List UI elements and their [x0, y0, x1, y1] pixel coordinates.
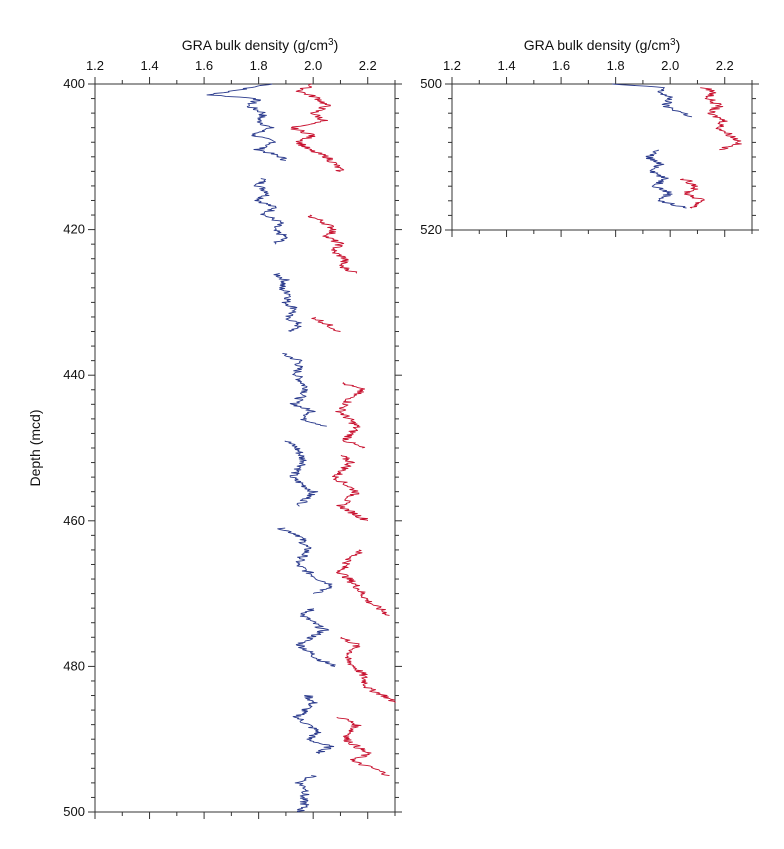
series-0-segment-0	[612, 83, 693, 118]
series-right	[612, 83, 742, 209]
series-0-segment-3	[282, 352, 327, 427]
series-0-segment-6	[295, 608, 336, 667]
panel-left: GRA bulk density (g/cm3) Depth (mcd) 1.2…	[27, 37, 402, 819]
x-tick-label: 1.2	[86, 58, 104, 73]
series-1-segment-1	[680, 178, 705, 209]
series-1-segment-3	[335, 382, 366, 449]
series-1-segment-4	[332, 454, 369, 522]
y-tick-label: 440	[63, 367, 85, 382]
x-tick-label: 1.4	[498, 58, 516, 73]
x-axis-title-right: GRA bulk density (g/cm3)	[524, 37, 681, 54]
y-tick-label: 420	[63, 222, 85, 237]
x-axis-title-left: GRA bulk density (g/cm3)	[182, 37, 339, 54]
x-tick-label: 2.2	[716, 58, 734, 73]
series-1-segment-2	[311, 316, 341, 332]
series-1-segment-0	[290, 83, 345, 172]
ticks-left: 1.2 1.4 1.6 1.8 2.0 2.2 400 420 440 460 480 500	[63, 58, 402, 819]
x-tick-label: 1.4	[141, 58, 159, 73]
x-tick-label: 2.0	[304, 58, 322, 73]
y-tick-label: 460	[63, 513, 85, 528]
x-tick-label: 1.6	[552, 58, 570, 73]
panel-right: GRA bulk density (g/cm3) 1.2 1.4 1.6 1.8 2.0…	[420, 37, 759, 237]
x-tick-label: 1.8	[607, 58, 625, 73]
y-tick-label: 500	[63, 804, 85, 819]
plot-frame-right	[451, 83, 753, 231]
x-tick-label: 2.0	[661, 58, 679, 73]
series-1-segment-1	[307, 214, 358, 274]
x-tick-label: 2.2	[359, 58, 377, 73]
series-0-segment-1	[645, 149, 687, 209]
series-1-segment-5	[336, 549, 390, 616]
series-left	[206, 83, 396, 813]
plot-frame-left	[94, 83, 396, 813]
x-tick-label: 1.2	[443, 58, 461, 73]
y-tick-label: 520	[420, 222, 442, 237]
series-0-segment-2	[273, 272, 302, 332]
series-1-segment-6	[340, 636, 396, 703]
y-tick-label: 400	[63, 76, 85, 91]
x-tick-label: 1.6	[195, 58, 213, 73]
series-0-segment-8	[294, 775, 317, 813]
series-0-segment-4	[284, 440, 319, 507]
series-0-segment-7	[292, 695, 335, 755]
series-1-segment-0	[700, 87, 742, 151]
series-0-segment-5	[277, 527, 333, 594]
series-0-segment-0	[206, 83, 287, 161]
series-0-segment-1	[253, 178, 288, 245]
y-tick-label: 480	[63, 658, 85, 673]
x-tick-label: 1.8	[250, 58, 268, 73]
series-1-segment-7	[336, 716, 390, 777]
y-tick-label: 500	[420, 76, 442, 91]
ticks-right: 1.2 1.4 1.6 1.8 2.0 2.2 500 520	[420, 58, 759, 237]
y-axis-title-left: Depth (mcd)	[27, 409, 43, 486]
